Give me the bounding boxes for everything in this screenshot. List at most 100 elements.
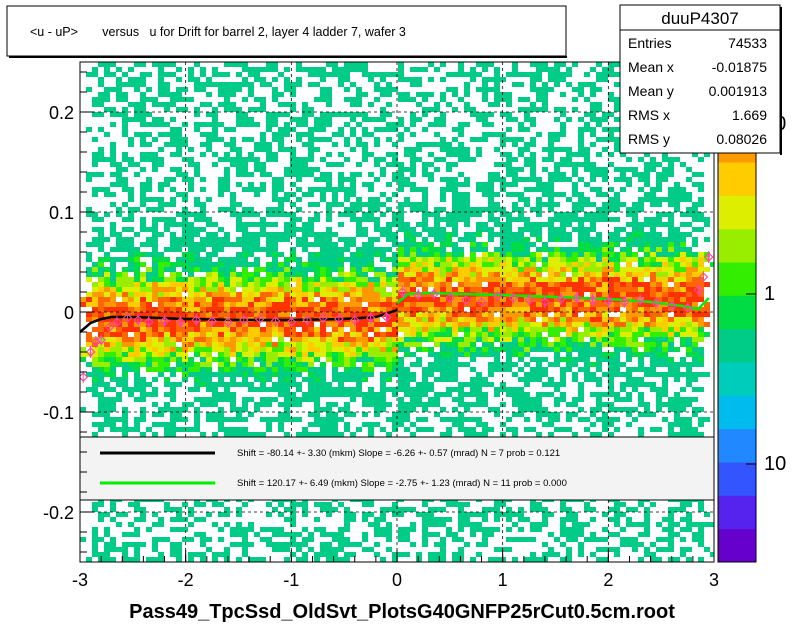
heatmap-cell [356,257,362,262]
heatmap-cell [470,322,476,327]
heatmap-cell [164,502,170,507]
heatmap-cell [152,292,158,297]
heatmap-cell [434,232,440,237]
heatmap-cell [530,227,536,232]
heatmap-cell [110,302,116,307]
heatmap-cell [272,247,278,252]
heatmap-cell [272,397,278,402]
heatmap-cell [230,392,236,397]
heatmap-cell [224,142,230,147]
heatmap-cell [434,67,440,72]
heatmap-cell [224,552,230,557]
heatmap-cell [344,122,350,127]
heatmap-cell [152,277,158,282]
heatmap-cell [266,237,272,242]
heatmap-cell [398,137,404,142]
heatmap-cell [146,312,152,317]
heatmap-cell [302,392,308,397]
heatmap-cell [416,257,422,262]
heatmap-cell [440,392,446,397]
heatmap-cell [530,347,536,352]
heatmap-cell [380,332,386,337]
heatmap-cell [254,292,260,297]
heatmap-cell [440,327,446,332]
heatmap-cell [188,227,194,232]
heatmap-cell [512,287,518,292]
heatmap-cell [404,427,410,432]
heatmap-cell [350,257,356,262]
heatmap-cell [440,302,446,307]
heatmap-cell [338,322,344,327]
heatmap-cell [578,152,584,157]
heatmap-cell [362,357,368,362]
heatmap-cell [302,287,308,292]
heatmap-cell [476,272,482,277]
heatmap-cell [506,387,512,392]
heatmap-cell [188,212,194,217]
heatmap-cell [548,172,554,177]
heatmap-cell [410,77,416,82]
heatmap-cell [194,257,200,262]
heatmap-cell [500,327,506,332]
heatmap-cell [248,182,254,187]
heatmap-cell [140,357,146,362]
heatmap-cell [164,92,170,97]
heatmap-cell [332,262,338,267]
heatmap-cell [326,207,332,212]
heatmap-cell [296,167,302,172]
heatmap-cell [512,432,518,437]
heatmap-cell [254,237,260,242]
heatmap-cell [248,542,254,547]
heatmap-cell [260,182,266,187]
heatmap-cell [98,427,104,432]
heatmap-cell [476,522,482,527]
heatmap-cell [116,77,122,82]
heatmap-cell [518,357,524,362]
heatmap-cell [338,257,344,262]
heatmap-cell [392,422,398,427]
heatmap-cell [536,287,542,292]
heatmap-cell [512,267,518,272]
heatmap-cell [152,312,158,317]
heatmap-cell [206,412,212,417]
heatmap-cell [278,422,284,427]
heatmap-cell [116,167,122,172]
heatmap-cell [488,62,494,67]
heatmap-cell [194,342,200,347]
heatmap-cell [446,252,452,257]
heatmap-cell [314,217,320,222]
heatmap-cell [248,557,254,562]
heatmap-cell [482,77,488,82]
heatmap-cell [140,77,146,82]
heatmap-cell [212,372,218,377]
heatmap-cell [482,422,488,427]
heatmap-cell [392,322,398,327]
heatmap-cell [116,237,122,242]
heatmap-cell [326,512,332,517]
heatmap-cell [488,352,494,357]
heatmap-cell [284,402,290,407]
heatmap-cell [164,347,170,352]
heatmap-cell [266,527,272,532]
heatmap-cell [110,547,116,552]
heatmap-cell [338,392,344,397]
heatmap-cell [290,272,296,277]
heatmap-cell [200,372,206,377]
heatmap-cell [548,247,554,252]
heatmap-cell [344,157,350,162]
heatmap-cell [302,117,308,122]
heatmap-cell [476,317,482,322]
heatmap-cell [176,407,182,412]
heatmap-cell [440,372,446,377]
heatmap-cell [128,82,134,87]
heatmap-cell [566,332,572,337]
heatmap-cell [494,192,500,197]
heatmap-cell [182,402,188,407]
heatmap-cell [446,102,452,107]
heatmap-cell [128,387,134,392]
heatmap-cell [140,312,146,317]
heatmap-cell [314,342,320,347]
heatmap-cell [158,367,164,372]
heatmap-cell [578,302,584,307]
heatmap-cell [368,392,374,397]
